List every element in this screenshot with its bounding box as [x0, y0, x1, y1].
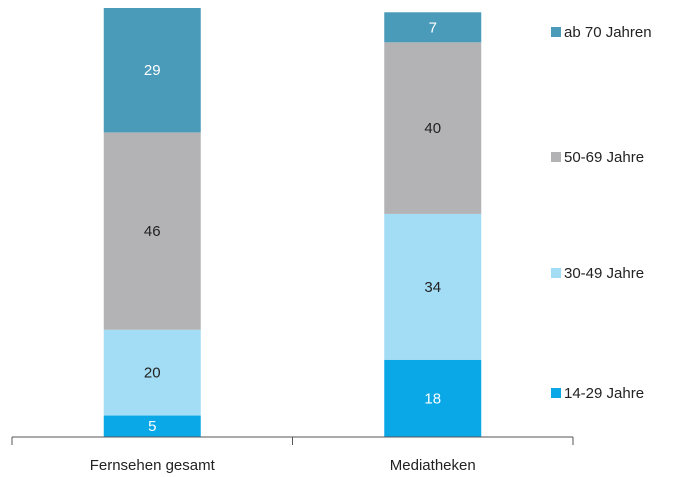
bar-segment [103, 329, 201, 416]
legend-label: ab 70 Jahren [564, 24, 652, 41]
data-label: 40 [424, 120, 441, 137]
data-label: 34 [424, 279, 441, 296]
data-label: 18 [424, 390, 441, 407]
bar-segment [384, 213, 482, 360]
bar-segment [103, 415, 201, 437]
legend-swatch [551, 388, 561, 398]
legend-label: 50-69 Jahre [564, 149, 644, 166]
legend-swatch [551, 268, 561, 278]
bar-segment [103, 132, 201, 330]
legend-label: 30-49 Jahre [564, 265, 644, 282]
data-label: 46 [144, 223, 161, 240]
legend-label: 14-29 Jahre [564, 385, 644, 402]
bar-segment [384, 359, 482, 437]
data-label: 20 [144, 365, 161, 382]
legend-swatch [551, 27, 561, 37]
bar-segment [384, 12, 482, 43]
data-label: 7 [429, 19, 437, 36]
data-label: 29 [144, 62, 161, 79]
bar-segment [103, 8, 201, 133]
x-tick-label: Mediatheken [390, 457, 476, 474]
data-label: 5 [148, 418, 156, 435]
bar-segment [384, 42, 482, 214]
x-tick-label: Fernsehen gesamt [90, 457, 216, 474]
legend-swatch [551, 152, 561, 162]
